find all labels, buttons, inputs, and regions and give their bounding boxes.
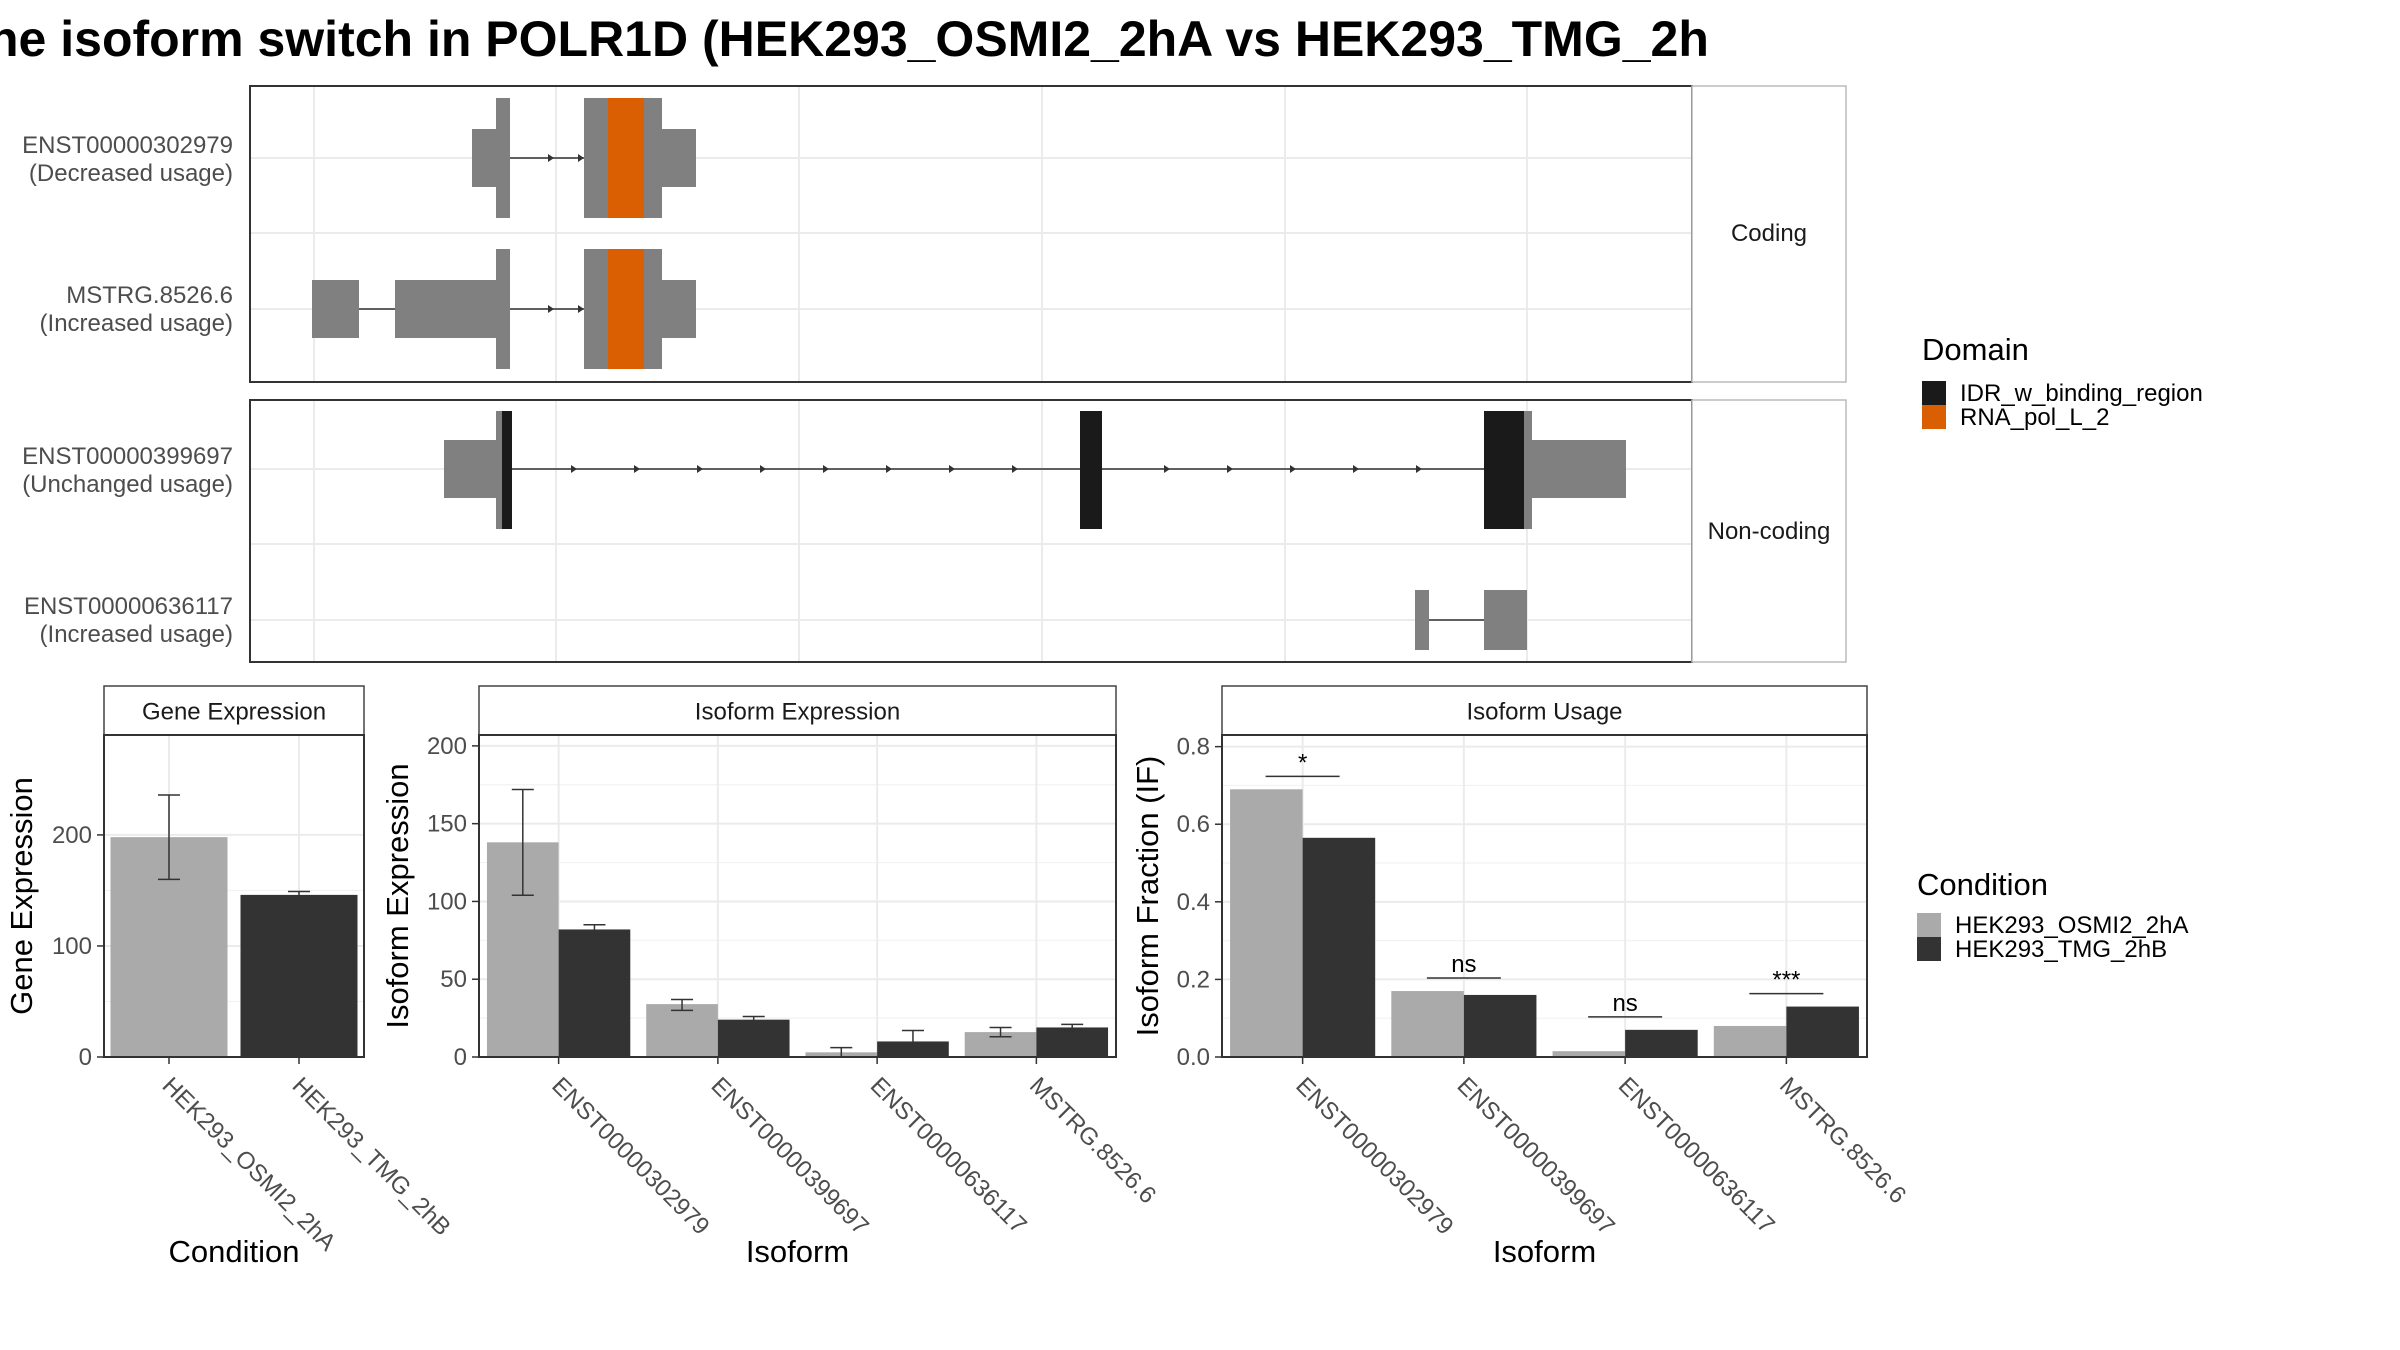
x-tick-label: MSTRG.8526.6 [1024,1072,1161,1209]
panel-strip [1221,685,1868,736]
domain-legend: Domain IDR_w_binding_region RNA_pol_L_2 [1922,332,2203,431]
legend-label-osmi2: HEK293_OSMI2_2hA [1955,912,2188,939]
panel-strip-title: Isoform Expression [695,699,900,726]
domain-legend-title: Domain [1922,332,2029,367]
transcript-mstrg-8526-6 [312,249,696,369]
legend-label-idr: IDR_w_binding_region [1960,380,2203,407]
bar [717,1019,790,1057]
y-tick-label: 50 [440,966,467,993]
x-tick-label: MSTRG.8526.6 [1774,1072,1911,1209]
bar [1786,1006,1859,1057]
y-axis-title: Gene Expression [4,777,39,1015]
y-tick-label: 0.8 [1177,734,1210,761]
panel-strip [478,685,1117,736]
panel-strip-title: Isoform Usage [1466,699,1622,726]
y-tick-label: 150 [427,811,467,838]
rna-pol-l-2-domain [608,249,644,369]
strip-coding-box [1691,85,1847,383]
y-tick-label: 0.0 [1177,1044,1210,1071]
x-tick-label: ENST00000636117 [865,1072,1032,1239]
condition-legend: Condition HEK293_OSMI2_2hA HEK293_TMG_2h… [1917,867,2188,963]
isoform-usage-chart: Isoform Usage * ns ns *** 0.0 0.2 0.4 0.6 0.8 ENST… [1130,685,1911,1269]
structure-panel-noncoding [249,399,1693,663]
strip-coding: Coding [1731,220,1807,247]
x-axis-title: Isoform [1493,1234,1596,1269]
bar [1302,837,1376,1057]
figure-title: ne isoform switch in POLR1D (HEK293_OSMI… [0,11,1709,67]
bar [1713,1025,1787,1057]
idr-w-binding-region-domain [1484,411,1524,529]
transcript-usage-label: (Decreased usage) [29,160,233,187]
x-tick-label: ENST00000302979 [1290,1072,1458,1240]
legend-swatch-rna-pol [1922,405,1946,429]
y-tick-label: 200 [427,733,467,760]
condition-legend-title: Condition [1917,867,2048,902]
panel-strip [103,685,365,736]
significance-label: ns [1451,951,1476,978]
panel-strip-title: Gene Expression [142,699,326,726]
rna-pol-l-2-domain [608,98,644,218]
y-tick-label: 0.4 [1177,889,1210,916]
x-tick-label: ENST00000302979 [546,1072,714,1240]
transcript-label: ENST00000302979 [22,132,233,159]
x-tick-label: ENST00000636117 [1613,1072,1780,1239]
panel-border [103,734,365,1058]
y-axis-title: Isoform Expression [380,763,415,1028]
legend-swatch-idr [1922,381,1946,405]
transcript-enst00000636117 [1415,590,1527,650]
structure-panel-coding [249,85,1693,383]
y-tick-label: 100 [52,933,92,960]
transcript-usage-label: (Unchanged usage) [22,471,233,498]
transcript-label: MSTRG.8526.6 [66,282,233,309]
strip-noncoding-box [1691,399,1847,663]
x-axis-title: Condition [169,1234,300,1269]
y-tick-label: 100 [427,888,467,915]
significance-label: * [1298,749,1307,776]
legend-label-tmg: HEK293_TMG_2hB [1955,936,2167,963]
y-axis-title: Isoform Fraction (IF) [1130,756,1165,1037]
bar [1391,991,1464,1057]
y-tick-label: 0 [454,1044,467,1071]
transcript-label: ENST00000636117 [24,593,233,620]
transcript-usage-label: (Increased usage) [40,621,233,648]
bar [558,929,631,1057]
x-tick-label: ENST00000399697 [706,1072,874,1240]
panel-border [1221,734,1868,1058]
bar [1625,1029,1698,1057]
significance-label: ns [1612,990,1637,1017]
transcript-enst00000399697 [444,411,1626,529]
x-axis-title: Isoform [746,1234,849,1269]
bar [240,894,358,1057]
legend-label-rna-pol: RNA_pol_L_2 [1960,404,2109,431]
isoform-expression-chart: Isoform Expression 0 50 100 150 200 ENST000003… [380,685,1161,1269]
significance-label: *** [1772,967,1800,994]
legend-swatch-osmi2 [1917,913,1941,937]
transcript-enst00000302979 [472,98,696,218]
bar [646,1004,718,1057]
bar [1552,1051,1626,1057]
bar [1036,1027,1109,1057]
y-tick-label: 0.6 [1177,811,1210,838]
y-tick-label: 0.2 [1177,966,1210,993]
transcript-label: ENST00000399697 [22,443,233,470]
strip-noncoding: Non-coding [1708,518,1831,545]
transcript-usage-label: (Increased usage) [40,310,233,337]
idr-w-binding-region-domain [1080,411,1102,529]
idr-w-binding-region-domain [502,411,512,529]
legend-swatch-tmg [1917,937,1941,961]
panel-border [478,734,1117,1058]
y-tick-label: 200 [52,822,92,849]
x-tick-label: ENST00000399697 [1452,1072,1620,1240]
y-tick-label: 0 [79,1044,92,1071]
bar [1230,789,1303,1057]
bar [1463,994,1537,1057]
